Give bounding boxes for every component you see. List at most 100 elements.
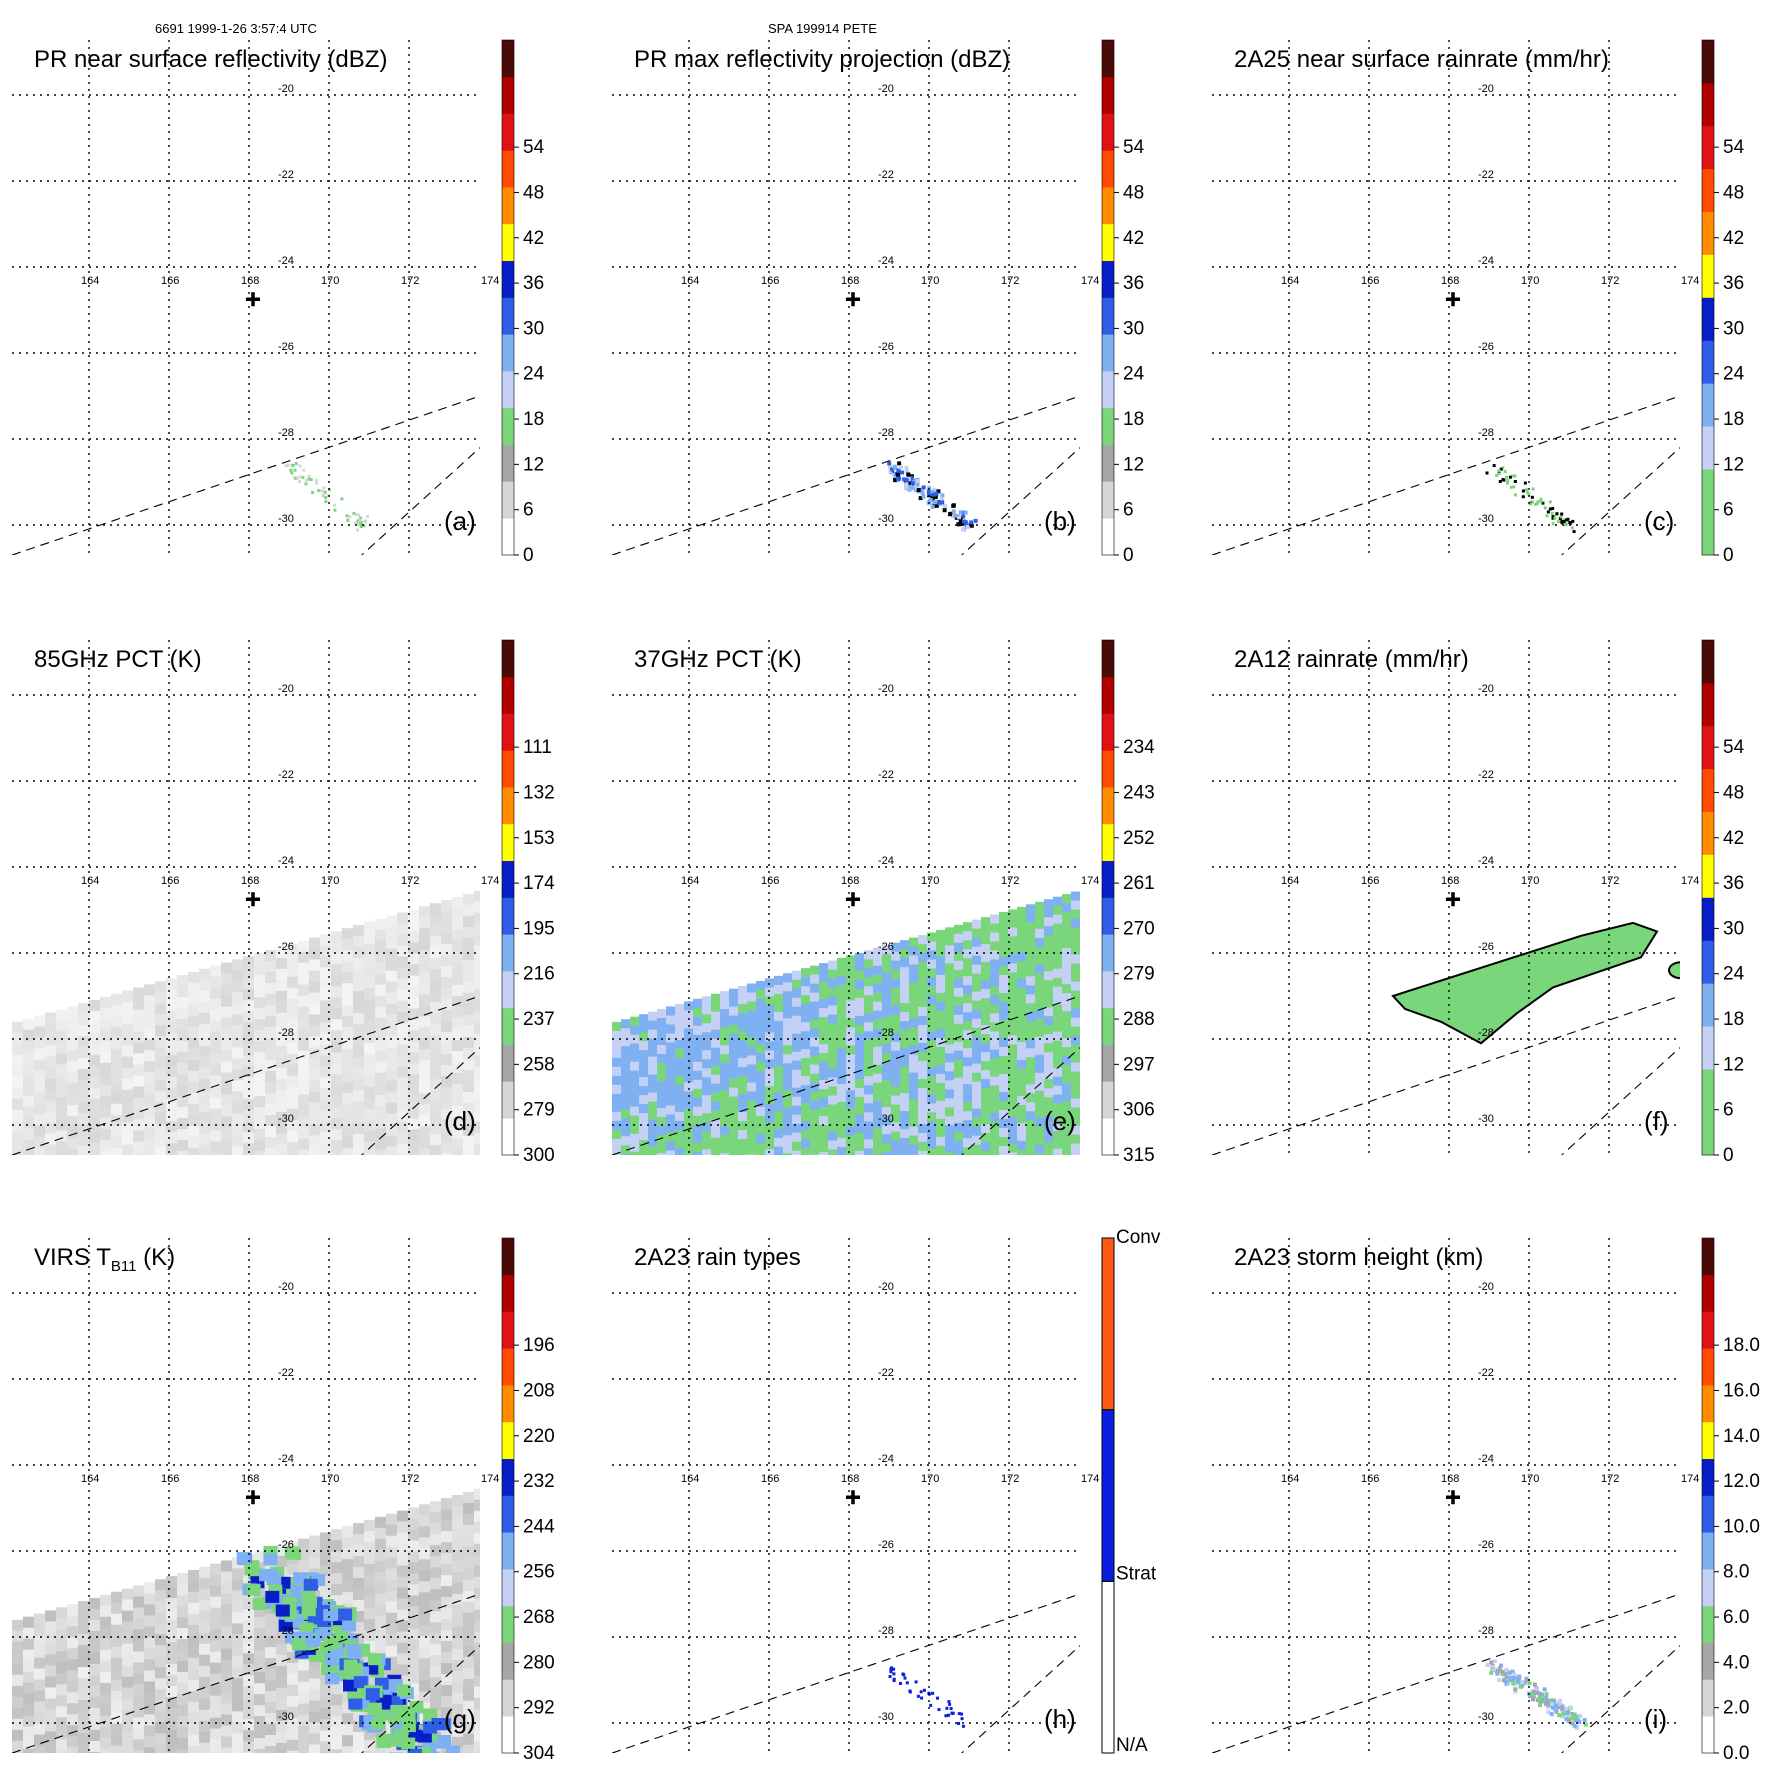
colorbar-label: N/A xyxy=(1116,1735,1148,1756)
colorbar-label: 48 xyxy=(1723,182,1744,203)
colorbar-label: Conv xyxy=(1116,1227,1161,1248)
colorbar-bin xyxy=(502,1044,514,1082)
lat-tick-c: -24 xyxy=(1478,255,1494,267)
colorbar-label: 232 xyxy=(523,1471,555,1492)
colorbar-bin xyxy=(502,1532,514,1570)
colorbar-a: 0 6 12 18 24 30 36 42 48 54 xyxy=(501,39,545,566)
colorbar-bin xyxy=(502,334,514,372)
colorbar-label: 48 xyxy=(523,182,544,203)
colorbar-label: 24 xyxy=(1723,964,1745,985)
colorbar-label: 30 xyxy=(523,318,544,339)
colorbar-label: 0 xyxy=(1123,545,1134,566)
colorbar-bin xyxy=(1702,1421,1714,1460)
colorbar-bin xyxy=(1102,40,1114,78)
lon-tick-a: 168 xyxy=(241,275,259,287)
colorbar-bin xyxy=(1102,971,1114,1009)
lon-tick-i: 174 xyxy=(1681,1473,1699,1485)
lat-tick-i: -24 xyxy=(1478,1453,1494,1465)
colorbar-label: 288 xyxy=(1123,1009,1155,1030)
colorbar-bin xyxy=(1702,1679,1714,1717)
colorbar-label: 304 xyxy=(523,1743,555,1764)
lon-tick-b: 164 xyxy=(681,275,699,287)
colorbar-bin xyxy=(502,1348,514,1386)
lat-tick-d: -28 xyxy=(278,1027,294,1039)
lat-tick-f: -22 xyxy=(1478,769,1494,781)
panel-title-h: 2A23 rain types xyxy=(634,1244,801,1271)
colorbar-label: 268 xyxy=(523,1607,555,1628)
colorbar-label: 196 xyxy=(523,1335,555,1356)
colorbar-label: 315 xyxy=(1123,1145,1155,1166)
lat-tick-h: -22 xyxy=(878,1367,894,1379)
colorbar-bin xyxy=(1702,211,1714,255)
panel-title-b: PR max reflectivity projection (dBZ) xyxy=(634,46,1010,73)
lon-tick-f: 164 xyxy=(1281,875,1299,887)
lon-tick-b: 170 xyxy=(921,275,939,287)
lat-tick-h: -28 xyxy=(878,1625,894,1637)
site-cross-icon xyxy=(846,1490,860,1505)
lat-tick-d: -26 xyxy=(278,941,294,953)
site-cross-icon xyxy=(846,892,860,907)
colorbar-label: 16.0 xyxy=(1723,1380,1760,1401)
lon-tick-f: 174 xyxy=(1681,875,1699,887)
lon-tick-e: 172 xyxy=(1001,875,1019,887)
colorbar-label: 42 xyxy=(523,228,544,249)
colorbar-label: 12 xyxy=(1123,454,1144,475)
lon-tick-i: 166 xyxy=(1361,1473,1379,1485)
colorbar-bin xyxy=(1702,1458,1714,1496)
colorbar-bin xyxy=(1102,481,1114,519)
header-center-text: SPA 199914 PETE xyxy=(768,21,877,36)
colorbar-label: 0.0 xyxy=(1723,1743,1749,1764)
colorbar-bin xyxy=(1702,340,1714,384)
colorbar-bin xyxy=(1102,713,1114,751)
colorbar-c: 0 6 12 18 24 30 36 42 48 54 xyxy=(1701,39,1745,566)
colorbar-bin xyxy=(502,1495,514,1533)
map-area-i xyxy=(1212,1238,1680,1753)
colorbar-bin xyxy=(1702,1026,1714,1070)
panel-a: 164 166 168 170 172 174 -20 -22 -24 -26 -28 -30 PR n… xyxy=(12,39,545,566)
colorbar-label: 297 xyxy=(1123,1054,1155,1075)
colorbar-bin xyxy=(502,297,514,335)
lon-tick-b: 172 xyxy=(1001,275,1019,287)
colorbar-bin xyxy=(502,76,514,114)
lon-tick-i: 168 xyxy=(1441,1473,1459,1485)
colorbar-bin xyxy=(502,971,514,1009)
colorbar-bin xyxy=(1702,854,1714,898)
site-cross-icon xyxy=(246,292,260,307)
colorbar-bin xyxy=(1702,1385,1714,1423)
colorbar-bin xyxy=(502,860,514,898)
colorbar-bin xyxy=(502,1385,514,1423)
colorbar-bin xyxy=(502,897,514,935)
colorbar-label: 220 xyxy=(523,1426,555,1447)
colorbar-bin xyxy=(502,787,514,825)
panel-c: 164 166 168 170 172 174 -20 -22 -24 -26 -28 -30 2A25… xyxy=(1212,39,1745,566)
colorbar-bin xyxy=(1102,518,1114,556)
lat-tick-e: -28 xyxy=(878,1027,894,1039)
colorbar-label: 54 xyxy=(1123,137,1145,158)
colorbar-bin xyxy=(1702,426,1714,470)
colorbar-label: 153 xyxy=(523,828,555,849)
lon-tick-i: 172 xyxy=(1601,1473,1619,1485)
colorbar-bin xyxy=(502,1569,514,1607)
lon-tick-d: 174 xyxy=(481,875,499,887)
colorbar-bin xyxy=(1102,750,1114,788)
lat-tick-b: -22 xyxy=(878,169,894,181)
colorbar-bin xyxy=(502,1679,514,1717)
lat-tick-i: -22 xyxy=(1478,1367,1494,1379)
colorbar-label: 279 xyxy=(1123,964,1155,985)
lon-tick-c: 168 xyxy=(1441,275,1459,287)
colorbar-bin xyxy=(1702,297,1714,341)
lat-tick-i: -30 xyxy=(1478,1711,1494,1723)
panel-title-f: 2A12 rainrate (mm/hr) xyxy=(1234,646,1469,673)
lon-tick-h: 166 xyxy=(761,1473,779,1485)
colorbar-bin xyxy=(1102,444,1114,482)
lon-tick-a: 166 xyxy=(161,275,179,287)
lat-tick-e: -24 xyxy=(878,855,894,867)
lat-tick-b: -24 xyxy=(878,255,894,267)
colorbar-bin xyxy=(502,1118,514,1156)
colorbar-bin xyxy=(1702,82,1714,127)
panel-label-f: (f) xyxy=(1644,1106,1669,1136)
lon-tick-h: 164 xyxy=(681,1473,699,1485)
colorbar-label: 8.0 xyxy=(1723,1562,1749,1583)
lat-tick-c: -20 xyxy=(1478,83,1494,95)
lon-tick-f: 172 xyxy=(1601,875,1619,887)
